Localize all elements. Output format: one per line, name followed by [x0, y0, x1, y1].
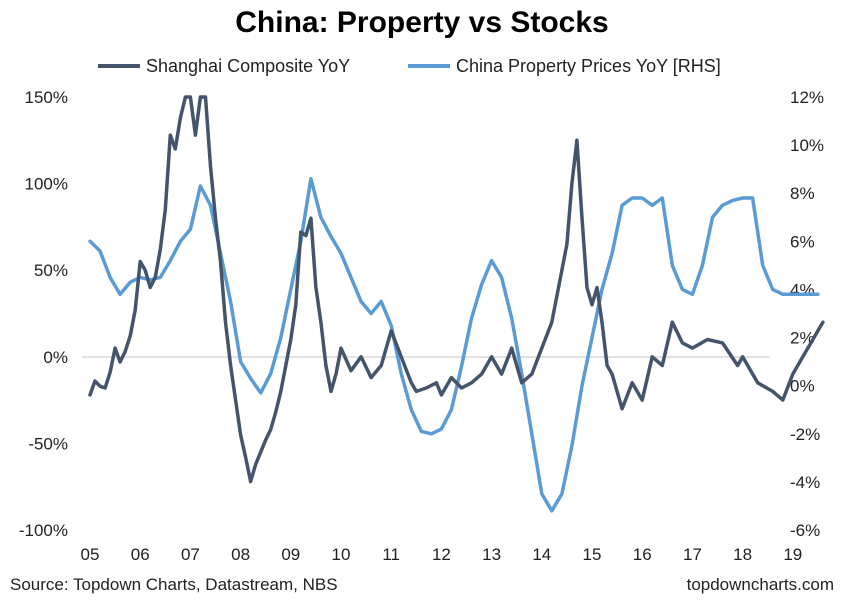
left-tick-label: -100% [19, 521, 68, 540]
x-tick-label: 16 [633, 545, 652, 564]
right-tick-label: 8% [790, 184, 815, 203]
x-tick-label: 06 [131, 545, 150, 564]
right-tick-label: 4% [790, 280, 815, 299]
left-tick-label: 50% [34, 261, 68, 280]
x-tick-label: 08 [231, 545, 250, 564]
x-tick-label: 15 [583, 545, 602, 564]
x-tick-label: 19 [783, 545, 802, 564]
x-tick-label: 14 [532, 545, 551, 564]
right-axis-ticks: 12% 10% 8% 6% 4% 2% 0% -2% -4% -6% [790, 88, 824, 540]
left-tick-label: 150% [25, 88, 68, 107]
x-axis-ticks: 05 06 07 08 09 10 11 12 13 14 15 16 17 18 19 [81, 545, 803, 564]
source-note: Source: Topdown Charts, Datastream, NBS [10, 575, 338, 594]
watermark: topdowncharts.com [687, 575, 834, 594]
right-tick-label: 2% [790, 329, 815, 348]
x-tick-label: 17 [683, 545, 702, 564]
legend-label-shanghai: Shanghai Composite YoY [146, 56, 350, 76]
left-axis-ticks: 150% 100% 50% 0% -50% -100% [19, 88, 68, 540]
plot-area [88, 95, 825, 513]
x-tick-label: 05 [81, 545, 100, 564]
left-tick-label: -50% [28, 434, 68, 453]
x-tick-label: 07 [181, 545, 200, 564]
x-tick-label: 11 [382, 545, 400, 564]
series-line-property [88, 177, 820, 513]
legend-label-property: China Property Prices YoY [RHS] [456, 56, 721, 76]
legend: Shanghai Composite YoY China Property Pr… [98, 56, 721, 76]
x-tick-label: 13 [482, 545, 501, 564]
x-tick-label: 10 [332, 545, 351, 564]
x-tick-label: 18 [733, 545, 752, 564]
left-tick-label: 100% [25, 175, 68, 194]
right-tick-label: -6% [790, 521, 820, 540]
chart-title: China: Property vs Stocks [235, 6, 608, 39]
left-tick-label: 0% [43, 348, 68, 367]
x-tick-label: 09 [281, 545, 300, 564]
right-tick-label: -2% [790, 425, 820, 444]
right-tick-label: -4% [790, 473, 820, 492]
x-tick-label: 12 [432, 545, 451, 564]
right-tick-label: 0% [790, 377, 815, 396]
right-tick-label: 12% [790, 88, 824, 107]
series-line-shanghai [88, 95, 825, 484]
right-tick-label: 10% [790, 136, 824, 155]
right-tick-label: 6% [790, 232, 815, 251]
